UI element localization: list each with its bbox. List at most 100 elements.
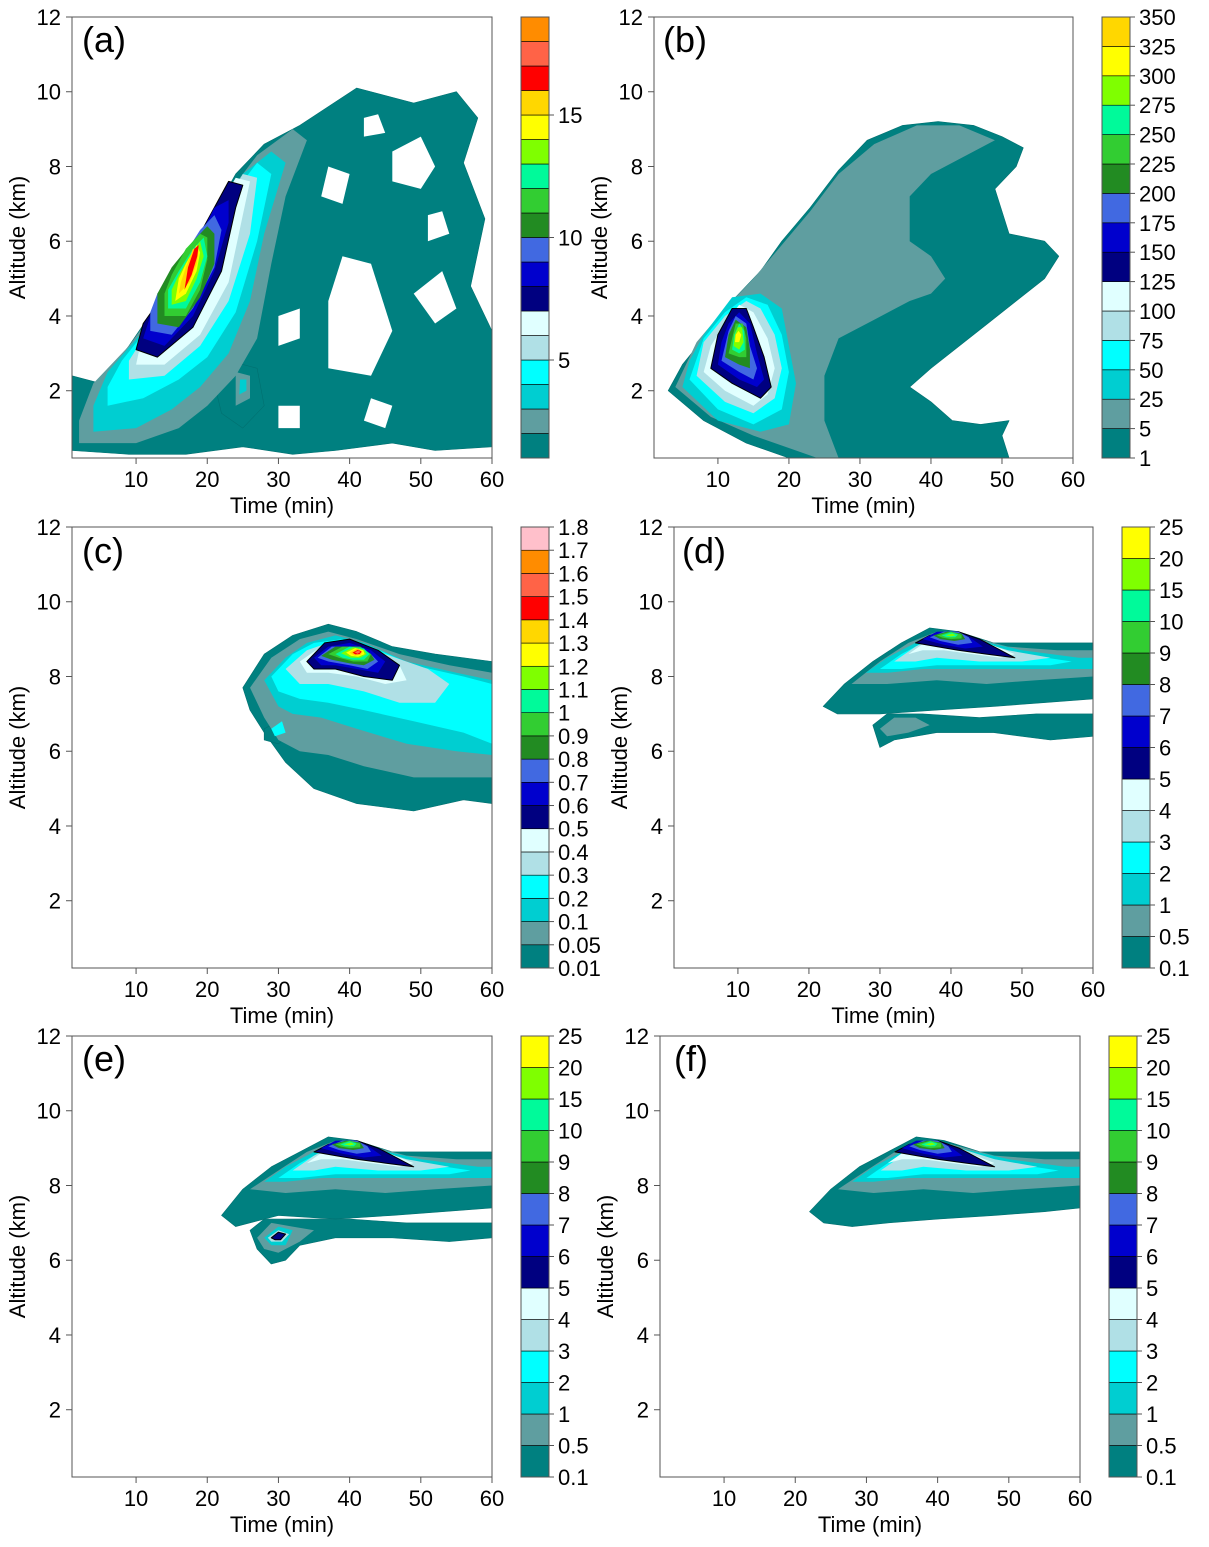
- colorbar-label: 1.2: [558, 654, 589, 679]
- contour-level-6: [270, 1231, 287, 1241]
- colorbar-swatch: [1121, 936, 1151, 969]
- colorbar-label: 1: [1139, 446, 1151, 471]
- colorbar-swatch: [520, 359, 550, 385]
- contour-level-1: [879, 717, 930, 737]
- colorbar-label: 15: [558, 1087, 582, 1112]
- colorbar-swatch: [520, 526, 550, 551]
- colorbar-swatch: [1108, 1035, 1138, 1068]
- colorbar-swatch: [1121, 715, 1151, 748]
- colorbar-label: 75: [1139, 328, 1163, 353]
- colorbar-label: 250: [1139, 123, 1176, 148]
- colorbar-swatch: [1121, 904, 1151, 937]
- panel-label: (e): [82, 1038, 126, 1079]
- panel-3: 2 4 6 8 10 12 10 20 30 40 50 60 Time (min) Altitude (…: [5, 515, 601, 1028]
- y-tick-label: 10: [639, 590, 663, 615]
- x-tick-label: 50: [409, 467, 433, 492]
- colorbar-swatch: [1121, 621, 1151, 654]
- x-tick-label: 40: [337, 977, 361, 1002]
- x-tick-label: 10: [124, 977, 148, 1002]
- colorbar-swatch: [1108, 1224, 1138, 1257]
- x-tick-label: 20: [797, 977, 821, 1002]
- x-axis-label: Time (min): [811, 493, 915, 518]
- colorbar-swatch: [520, 851, 550, 876]
- colorbar-label: 5: [558, 1276, 570, 1301]
- colorbar-swatch: [520, 1130, 550, 1163]
- colorbar-label: 50: [1139, 358, 1163, 383]
- colorbar-swatch: [1121, 873, 1151, 906]
- empty-region: [278, 405, 300, 429]
- x-tick-label: 60: [1061, 467, 1085, 492]
- colorbar-swatch: [520, 1445, 550, 1478]
- colorbar-label: 2: [1146, 1371, 1158, 1396]
- y-tick-label: 6: [49, 1248, 61, 1273]
- colorbar-swatch: [1108, 1287, 1138, 1320]
- colorbar-label: 5: [558, 348, 570, 373]
- y-axis-label: Altitude (km): [5, 176, 30, 299]
- contour-field: [667, 121, 1060, 458]
- x-tick-label: 30: [854, 1486, 878, 1511]
- colorbar-swatch: [520, 758, 550, 783]
- colorbar-swatch: [520, 41, 550, 67]
- x-tick-label: 30: [868, 977, 892, 1002]
- colorbar: 0.1 0.5 1 2 3 4 5 6 7 8 9 10 15 20 25: [1108, 1024, 1177, 1490]
- colorbar-label: 350: [1139, 5, 1176, 30]
- colorbar-swatch: [1121, 810, 1151, 843]
- colorbar-label: 7: [1159, 704, 1171, 729]
- colorbar-swatch: [520, 619, 550, 644]
- colorbar-swatch: [520, 549, 550, 574]
- x-tick-label: 60: [1081, 977, 1105, 1002]
- y-tick-label: 12: [37, 5, 61, 30]
- y-axis-label: Altitude (km): [587, 176, 612, 299]
- colorbar-label: 0.5: [558, 1434, 589, 1459]
- colorbar-swatch: [520, 1382, 550, 1415]
- y-tick-label: 6: [637, 1248, 649, 1273]
- colorbar-swatch: [520, 163, 550, 189]
- colorbar-label: 6: [1146, 1245, 1158, 1270]
- colorbar-swatch: [1108, 1098, 1138, 1131]
- colorbar-label: 1: [1146, 1402, 1158, 1427]
- colorbar-label: 275: [1139, 93, 1176, 118]
- y-axis-label: Altitude (km): [5, 686, 30, 809]
- empty-region: [321, 166, 350, 204]
- y-tick-label: 4: [631, 304, 643, 329]
- colorbar-label: 20: [1159, 547, 1183, 572]
- colorbar-swatch: [1108, 1067, 1138, 1100]
- contour-level-12: [945, 633, 956, 637]
- contour-level-12: [343, 1142, 355, 1146]
- colorbar-label: 125: [1139, 270, 1176, 295]
- x-tick-label: 20: [783, 1486, 807, 1511]
- x-tick-label: 20: [195, 467, 219, 492]
- colorbar-label: 10: [1146, 1119, 1170, 1144]
- y-tick-label: 4: [651, 814, 663, 839]
- y-tick-label: 8: [49, 1173, 61, 1198]
- colorbar-label: 4: [1159, 799, 1171, 824]
- colorbar-swatch: [1101, 16, 1131, 47]
- colorbar-swatch: [520, 1350, 550, 1383]
- colorbar-label: 4: [1146, 1308, 1158, 1333]
- contour-field: [809, 1136, 1080, 1227]
- colorbar-label: 7: [1146, 1213, 1158, 1238]
- colorbar-label: 0.1: [1159, 956, 1190, 981]
- x-axis-label: Time (min): [230, 1003, 334, 1028]
- colorbar-label: 0.1: [558, 910, 589, 935]
- empty-region: [427, 211, 450, 242]
- y-tick-label: 10: [37, 80, 61, 105]
- colorbar-swatch: [1101, 134, 1131, 165]
- colorbar-label: 15: [558, 103, 582, 128]
- y-tick-label: 2: [637, 1398, 649, 1423]
- y-tick-label: 10: [619, 80, 643, 105]
- colorbar-label: 20: [558, 1056, 582, 1081]
- colorbar-label: 2: [558, 1371, 570, 1396]
- colorbar-swatch: [1121, 778, 1151, 811]
- colorbar-label: 6: [1159, 736, 1171, 761]
- colorbar-swatch: [520, 1287, 550, 1320]
- x-tick-label: 50: [997, 1486, 1021, 1511]
- colorbar-label: 5: [1139, 417, 1151, 442]
- colorbar-swatch: [520, 1256, 550, 1289]
- x-axis-label: Time (min): [230, 493, 334, 518]
- x-tick-label: 30: [848, 467, 872, 492]
- plot-frame: [71, 1035, 493, 1478]
- colorbar-label: 0.9: [558, 724, 589, 749]
